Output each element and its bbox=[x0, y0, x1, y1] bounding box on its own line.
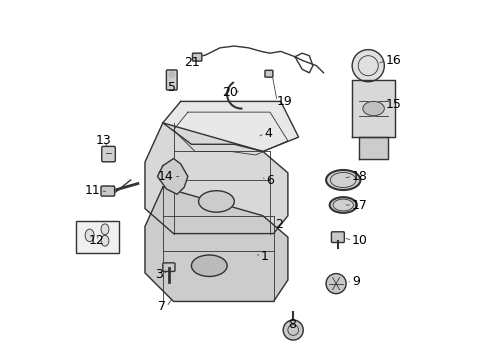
FancyBboxPatch shape bbox=[102, 147, 115, 162]
Ellipse shape bbox=[363, 102, 384, 116]
Text: 20: 20 bbox=[222, 86, 238, 99]
Ellipse shape bbox=[101, 235, 109, 246]
Text: 3: 3 bbox=[155, 268, 163, 281]
Text: 10: 10 bbox=[352, 234, 368, 247]
Text: 8: 8 bbox=[288, 318, 296, 331]
FancyBboxPatch shape bbox=[101, 186, 115, 196]
Ellipse shape bbox=[85, 229, 94, 242]
Text: 2: 2 bbox=[275, 218, 283, 231]
Text: 15: 15 bbox=[386, 99, 402, 112]
Ellipse shape bbox=[198, 191, 234, 212]
Text: 4: 4 bbox=[265, 127, 272, 140]
FancyBboxPatch shape bbox=[265, 70, 273, 77]
FancyBboxPatch shape bbox=[331, 232, 344, 243]
FancyBboxPatch shape bbox=[163, 263, 175, 271]
FancyBboxPatch shape bbox=[193, 53, 202, 61]
Text: 11: 11 bbox=[85, 184, 100, 197]
Polygon shape bbox=[157, 158, 188, 194]
Text: 17: 17 bbox=[352, 198, 368, 212]
Ellipse shape bbox=[330, 197, 357, 213]
Polygon shape bbox=[352, 80, 395, 137]
FancyBboxPatch shape bbox=[76, 221, 119, 253]
Text: 19: 19 bbox=[277, 95, 293, 108]
Text: 14: 14 bbox=[158, 170, 173, 183]
Text: 21: 21 bbox=[185, 55, 200, 69]
Text: 12: 12 bbox=[89, 234, 105, 247]
Circle shape bbox=[283, 320, 303, 340]
Text: 16: 16 bbox=[386, 54, 402, 67]
Polygon shape bbox=[145, 123, 288, 234]
Text: 13: 13 bbox=[96, 134, 112, 147]
Text: 18: 18 bbox=[352, 170, 368, 183]
Circle shape bbox=[169, 72, 174, 77]
Text: 6: 6 bbox=[267, 174, 274, 186]
Polygon shape bbox=[359, 137, 388, 158]
Text: 9: 9 bbox=[352, 275, 360, 288]
Text: 1: 1 bbox=[261, 250, 269, 263]
Polygon shape bbox=[145, 187, 288, 301]
Text: 7: 7 bbox=[158, 300, 167, 313]
Circle shape bbox=[326, 274, 346, 294]
Polygon shape bbox=[163, 102, 298, 152]
Ellipse shape bbox=[326, 170, 360, 190]
Ellipse shape bbox=[101, 224, 109, 235]
Text: 5: 5 bbox=[168, 81, 176, 94]
Ellipse shape bbox=[192, 255, 227, 276]
Circle shape bbox=[352, 50, 384, 82]
FancyBboxPatch shape bbox=[167, 70, 177, 90]
